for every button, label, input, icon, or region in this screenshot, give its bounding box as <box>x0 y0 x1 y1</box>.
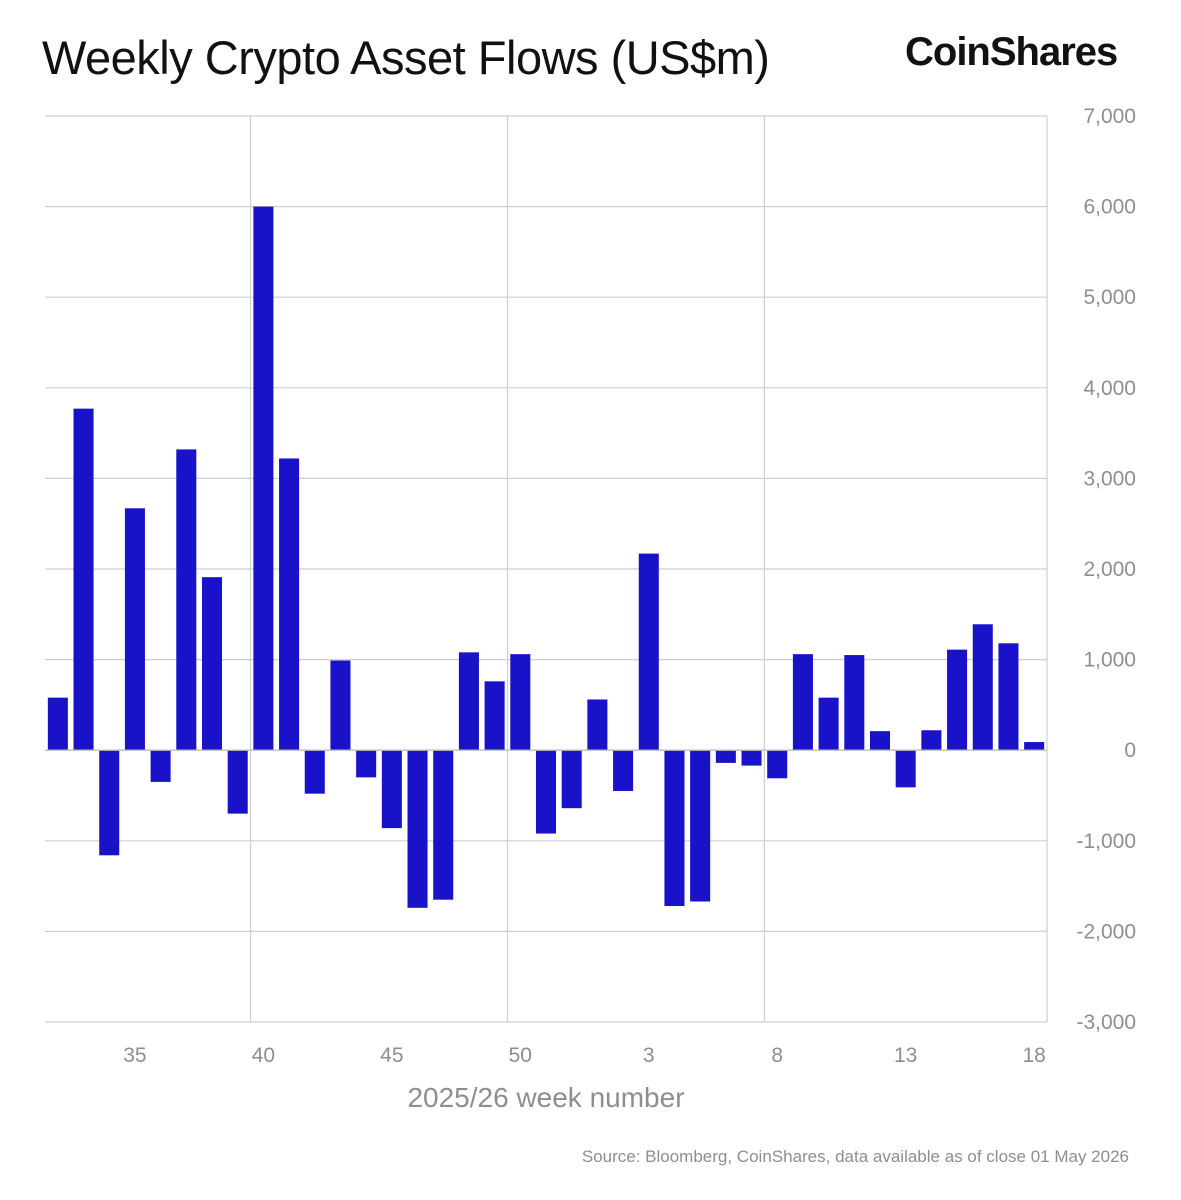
y-tick-label: 4,000 <box>1083 377 1136 400</box>
bar-week-11 <box>844 655 865 751</box>
bar-week-6 <box>715 750 736 763</box>
bar-week-4 <box>664 750 685 907</box>
x-axis-ticks: 35 40 45 50 3 8 13 18 <box>123 1044 1046 1067</box>
bar-week-44 <box>356 750 377 778</box>
x-tick-label: 18 <box>1022 1044 1045 1067</box>
x-axis-label: 2025/26 week number <box>407 1082 684 1113</box>
chart-title: Weekly Crypto Asset Flows (US$m) <box>42 31 770 84</box>
bar-week-7 <box>741 750 762 766</box>
x-tick-label: 35 <box>123 1044 146 1067</box>
bar-week-14 <box>921 730 942 751</box>
bars <box>47 206 1045 908</box>
y-tick-label: 0 <box>1124 739 1136 762</box>
bar-week-35 <box>124 508 145 751</box>
y-tick-label: 1,000 <box>1083 649 1136 672</box>
bar-week-37 <box>176 449 197 751</box>
bar-week-47 <box>433 750 454 900</box>
bar-week-40 <box>253 206 274 751</box>
bar-week-34 <box>99 750 120 856</box>
bar-week-51 <box>535 750 557 834</box>
bar-week-1 <box>587 699 608 751</box>
bar-week-38 <box>201 577 223 751</box>
y-tick-label: 2,000 <box>1083 558 1136 581</box>
y-axis-ticks: 7,000 6,000 5,000 4,000 3,000 2,000 1,000 0 -1,0… <box>1076 105 1136 1034</box>
y-tick-label: 5,000 <box>1083 286 1136 309</box>
bar-week-15 <box>947 649 968 751</box>
bar-week-36 <box>150 750 171 782</box>
gridlines <box>45 115 1048 1023</box>
y-tick-label: -2,000 <box>1076 920 1136 943</box>
bar-week-10 <box>818 697 839 751</box>
bar-week-42 <box>304 750 325 794</box>
y-tick-label: -1,000 <box>1076 830 1136 853</box>
bar-week-43 <box>330 660 351 751</box>
x-tick-label: 40 <box>252 1044 275 1067</box>
y-tick-label: -3,000 <box>1076 1011 1136 1034</box>
bar-week-48 <box>458 652 479 751</box>
x-tick-label: 3 <box>643 1044 655 1067</box>
bar-week-41 <box>279 458 300 751</box>
bar-week-52 <box>561 750 582 809</box>
bar-week-9 <box>792 654 813 751</box>
bar-week-49 <box>484 681 505 751</box>
bar-week-2 <box>613 750 634 791</box>
bar-week-33 <box>73 408 94 751</box>
bar-week-12 <box>869 731 891 751</box>
y-tick-label: 6,000 <box>1083 196 1136 219</box>
bar-week-46 <box>407 750 428 908</box>
bar-week-3 <box>638 553 659 751</box>
x-tick-label: 8 <box>771 1044 783 1067</box>
bar-week-18 <box>1024 742 1045 751</box>
y-tick-label: 7,000 <box>1083 105 1136 128</box>
bar-week-8 <box>767 750 788 779</box>
coinshares-logo: CoinShares <box>905 30 1118 74</box>
bar-week-16 <box>972 624 993 751</box>
bar-week-50 <box>510 654 531 751</box>
bar-week-17 <box>998 643 1019 751</box>
bar-week-32 <box>47 697 68 751</box>
bar-week-39 <box>227 750 248 814</box>
x-tick-label: 50 <box>509 1044 532 1067</box>
x-tick-label: 13 <box>894 1044 917 1067</box>
bar-week-5 <box>690 750 711 902</box>
source-note: Source: Bloomberg, CoinShares, data avai… <box>581 1147 1129 1166</box>
bar-week-13 <box>895 750 916 788</box>
y-tick-label: 3,000 <box>1083 467 1136 490</box>
bar-week-45 <box>381 750 402 829</box>
x-tick-label: 45 <box>380 1044 403 1067</box>
